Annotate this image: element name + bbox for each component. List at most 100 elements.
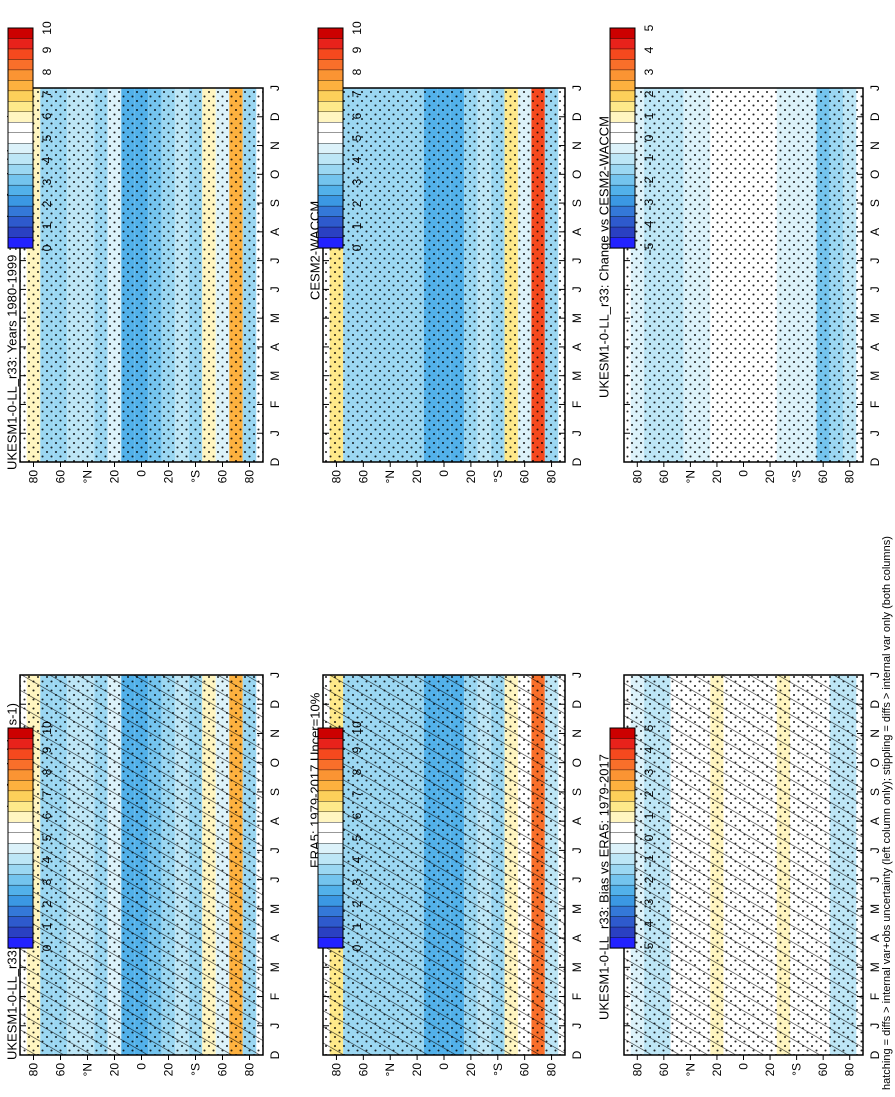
colorbar-label: -5 bbox=[642, 242, 656, 253]
colorbar-swatch bbox=[7, 80, 34, 92]
colorbar-swatch bbox=[609, 90, 636, 102]
colorbar-label: 1 bbox=[350, 222, 364, 229]
lat-label: 0 bbox=[737, 1063, 751, 1070]
colorbar-label: 5 bbox=[642, 24, 656, 31]
month-label: M bbox=[268, 904, 282, 914]
month-label: A bbox=[268, 343, 282, 351]
colorbar-swatch bbox=[317, 143, 344, 155]
colorbar-swatch bbox=[609, 738, 636, 750]
month-label: A bbox=[570, 934, 584, 942]
colorbar-label: 2 bbox=[642, 790, 656, 797]
colorbar-swatch bbox=[609, 895, 636, 907]
colorbar-swatch bbox=[609, 163, 636, 176]
month-label: D bbox=[868, 700, 882, 709]
colorbar-label: 6 bbox=[350, 112, 364, 119]
month-label: J bbox=[268, 430, 282, 436]
month-label: A bbox=[268, 817, 282, 825]
colorbar-swatch bbox=[317, 153, 344, 165]
month-label: N bbox=[868, 729, 882, 738]
lat-label: °N bbox=[383, 470, 397, 483]
lat-label: 20 bbox=[710, 470, 724, 484]
colorbar-label: 1 bbox=[642, 112, 656, 119]
month-label: F bbox=[868, 401, 882, 408]
colorbar-swatch bbox=[7, 184, 34, 197]
colorbar-swatch bbox=[609, 237, 636, 249]
month-label: J bbox=[868, 847, 882, 853]
month-label: J bbox=[868, 1023, 882, 1029]
footnote: hatching = diffs > internal var+obs unce… bbox=[881, 536, 893, 1090]
colorbar-swatch bbox=[609, 195, 636, 207]
lat-label: 80 bbox=[329, 470, 343, 484]
lat-label: °S bbox=[491, 470, 505, 483]
month-label: D bbox=[268, 1050, 282, 1059]
month-label: O bbox=[868, 170, 882, 179]
month-label: D bbox=[868, 1050, 882, 1059]
colorbar-swatch bbox=[7, 926, 34, 939]
colorbar-swatch bbox=[609, 926, 636, 939]
colorbar-label: -3 bbox=[642, 898, 656, 909]
lat-label: 60 bbox=[657, 1063, 671, 1077]
colorbar-swatch bbox=[7, 153, 34, 165]
lat-label: 80 bbox=[329, 1063, 343, 1077]
colorbar-swatch bbox=[317, 884, 344, 897]
colorbar-label: 8 bbox=[40, 768, 54, 775]
colorbar-swatch bbox=[7, 216, 34, 228]
lat-label: 60 bbox=[54, 470, 68, 484]
colorbar-label: 9 bbox=[40, 746, 54, 753]
month-label: M bbox=[868, 904, 882, 914]
colorbar-label: 4 bbox=[350, 156, 364, 163]
colorbar-label: 3 bbox=[350, 178, 364, 185]
colorbar-swatch bbox=[609, 790, 636, 802]
colorbar-label: 8 bbox=[350, 768, 364, 775]
colorbar-swatch bbox=[609, 905, 636, 918]
colorbar-label: 10 bbox=[40, 21, 54, 35]
colorbar-swatch bbox=[317, 48, 344, 61]
month-label: A bbox=[570, 343, 584, 351]
lat-label: 80 bbox=[545, 470, 559, 484]
lat-label: °N bbox=[81, 1063, 95, 1076]
colorbar-label: 9 bbox=[350, 746, 364, 753]
colorbar-label: 8 bbox=[40, 68, 54, 75]
colorbar-frame bbox=[7, 27, 34, 249]
colorbar-label: -2 bbox=[642, 176, 656, 187]
colorbar-swatch bbox=[317, 216, 344, 228]
colorbar-swatch bbox=[7, 226, 34, 239]
colorbar-swatch bbox=[7, 780, 34, 792]
colorbar-swatch bbox=[7, 853, 34, 865]
colorbar-swatch bbox=[609, 727, 636, 740]
colorbar-swatch bbox=[317, 863, 344, 876]
hatching bbox=[20, 675, 263, 1055]
colorbar-label: 10 bbox=[350, 721, 364, 735]
colorbar-swatch bbox=[317, 780, 344, 792]
month-label: O bbox=[268, 170, 282, 179]
colorbar-swatch bbox=[609, 216, 636, 228]
colorbar-label: 0 bbox=[642, 834, 656, 841]
lat-label: 20 bbox=[108, 470, 122, 484]
month-label: S bbox=[570, 199, 584, 207]
colorbar-swatch bbox=[609, 863, 636, 876]
month-label: J bbox=[868, 430, 882, 436]
lat-label: 80 bbox=[243, 1063, 257, 1077]
lat-label: 80 bbox=[243, 470, 257, 484]
month-label: J bbox=[570, 430, 584, 436]
colorbar-swatch bbox=[7, 874, 34, 886]
colorbar-label: 0 bbox=[40, 244, 54, 251]
colorbar-swatch bbox=[317, 738, 344, 750]
colorbar-swatch bbox=[7, 237, 34, 249]
colorbar-swatch bbox=[609, 174, 636, 186]
colorbar-swatch bbox=[7, 843, 34, 855]
colorbar-swatch bbox=[7, 738, 34, 750]
colorbar-label: 9 bbox=[350, 46, 364, 53]
panel-title: UKESM1-0-LL_r33: Change vs CESM2-WACCM bbox=[597, 116, 612, 398]
colorbar-label: 3 bbox=[40, 878, 54, 885]
lat-label: °N bbox=[383, 1063, 397, 1076]
colorbar-swatch bbox=[317, 174, 344, 186]
colorbar-label: 8 bbox=[350, 68, 364, 75]
colorbar-label: 1 bbox=[40, 922, 54, 929]
month-label: A bbox=[570, 817, 584, 825]
colorbar-label: 5 bbox=[350, 834, 364, 841]
colorbar-swatch bbox=[7, 790, 34, 802]
